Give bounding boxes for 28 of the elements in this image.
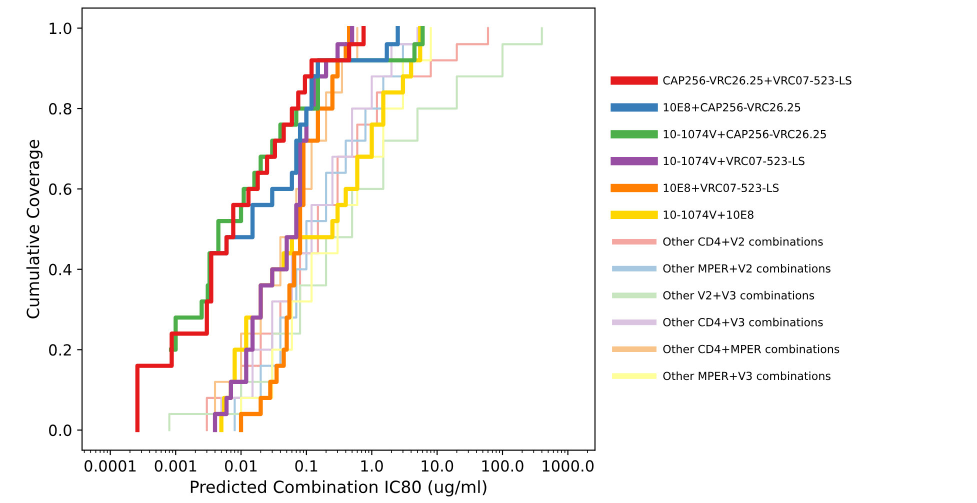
- x-tick-label: 100.0: [482, 460, 524, 472]
- y-tick-label: 0.2: [49, 344, 71, 356]
- legend-label: 10-1074V+10E8: [664, 210, 754, 219]
- y-tick-label: 0.8: [49, 103, 72, 115]
- x-axis-title: Predicted Combination IC80 (ug/ml): [190, 480, 486, 496]
- x-tick-label: 1.0: [361, 460, 383, 472]
- y-axis-title: Cumulative Coverage: [26, 140, 42, 318]
- x-tick-label: 10.0: [422, 460, 454, 472]
- legend-label: 10-1074V+CAP256-VRC26.25: [664, 130, 826, 138]
- y-tick-label: 1.0: [50, 22, 72, 34]
- legend-label: 10-1074V+VRC07-523-LS: [664, 156, 804, 166]
- legend-label: CAP256-VRC26.25+VRC07-523-LS: [663, 76, 852, 85]
- x-tick-label: 0.1: [295, 460, 318, 472]
- legend-label: Other CD4+V2 combinations: [663, 237, 823, 246]
- x-tick-label: 0.0001: [84, 460, 136, 472]
- legend-label: Other MPER+V2 combinations: [663, 264, 830, 273]
- legend-label: Other MPER+V3 combinations: [663, 371, 830, 380]
- legend-label: Other V2+V3 combinations: [663, 290, 814, 300]
- x-tick-label: 1000.0: [542, 460, 594, 472]
- legend-label: 10E8+CAP256-VRC26.25: [664, 103, 800, 112]
- y-tick-label: 0.6: [49, 183, 72, 195]
- x-tick-label: 0.001: [154, 460, 196, 472]
- legend-label: 10E8+VRC07-523-LS: [664, 184, 779, 192]
- legend-label: Other CD4+V3 combinations: [663, 318, 823, 326]
- x-tick-label: 0.01: [225, 460, 257, 472]
- legend-label: Other CD4+MPER combinations: [663, 344, 840, 354]
- y-tick-label: 0.0: [49, 424, 72, 436]
- y-tick-label: 0.4: [49, 264, 72, 276]
